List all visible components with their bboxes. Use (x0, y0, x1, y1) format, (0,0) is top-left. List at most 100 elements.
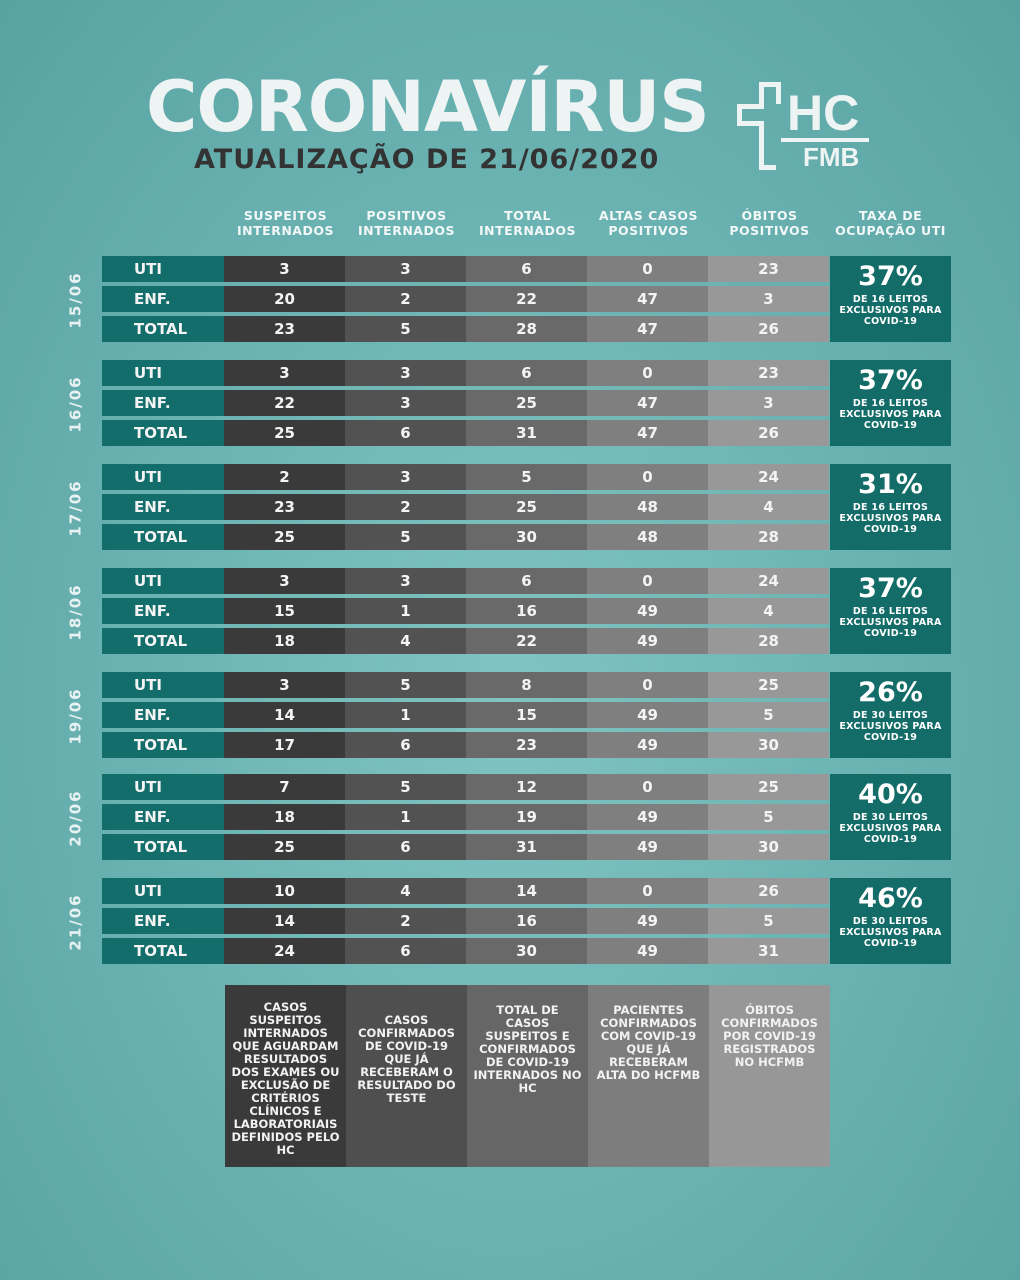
row-label: TOTAL (102, 732, 224, 758)
uti-occupancy: 37% DE 16 LEITOS EXCLUSIVOS PARA COVID-1… (830, 256, 951, 342)
row-label: TOTAL (102, 628, 224, 654)
table-cell: 19 (466, 804, 587, 830)
row-label: UTI (102, 568, 224, 594)
occupancy-note: DE 30 LEITOS EXCLUSIVOS PARA COVID-19 (839, 812, 942, 845)
table-cell: 2 (224, 464, 345, 490)
table-cell: 20 (224, 286, 345, 312)
table-cell: 6 (345, 834, 466, 860)
row-label: TOTAL (102, 524, 224, 550)
row-label: ENF. (102, 908, 224, 934)
table-cell: 3 (708, 390, 829, 416)
column-header: ÓBITOS POSITIVOS (729, 208, 810, 238)
row-label: TOTAL (102, 834, 224, 860)
row-label: ENF. (102, 804, 224, 830)
definition-positivos: CASOS CONFIRMADOS DE COVID-19 QUE JÁ REC… (346, 985, 467, 1167)
uti-occupancy: 40% DE 30 LEITOS EXCLUSIVOS PARA COVID-1… (830, 774, 951, 860)
table-cell: 26 (708, 878, 829, 904)
occupancy-note: DE 16 LEITOS EXCLUSIVOS PARA COVID-19 (839, 398, 942, 431)
table-cell: 0 (587, 878, 708, 904)
svg-text:HC: HC (787, 85, 859, 141)
day-block: 15/06 UTI 3 3 6 0 23 ENF. 20 2 22 47 3 TOTAL 23 5 28 4… (0, 256, 1020, 346)
table-cell: 49 (587, 804, 708, 830)
occupancy-percent: 37% (858, 261, 923, 292)
occupancy-note: DE 16 LEITOS EXCLUSIVOS PARA COVID-19 (839, 606, 942, 639)
occupancy-percent: 26% (858, 677, 923, 708)
table-cell: 18 (224, 628, 345, 654)
table-row: TOTAL 24 6 30 49 31 (102, 938, 829, 964)
column-header: TOTAL INTERNADOS (479, 208, 576, 238)
row-label: ENF. (102, 702, 224, 728)
table-row: UTI 7 5 12 0 25 (102, 774, 829, 800)
table-cell: 25 (466, 494, 587, 520)
table-cell: 6 (466, 568, 587, 594)
table-cell: 7 (224, 774, 345, 800)
table-cell: 6 (345, 420, 466, 446)
table-cell: 0 (587, 774, 708, 800)
table-row: ENF. 18 1 19 49 5 (102, 804, 829, 830)
table-cell: 4 (345, 628, 466, 654)
table-row: TOTAL 17 6 23 49 30 (102, 732, 829, 758)
date-label: 20/06 (67, 789, 86, 847)
svg-text:FMB: FMB (803, 142, 859, 170)
table-cell: 5 (345, 524, 466, 550)
row-label: UTI (102, 672, 224, 698)
occupancy-note: DE 16 LEITOS EXCLUSIVOS PARA COVID-19 (839, 294, 942, 327)
table-cell: 1 (345, 804, 466, 830)
table-cell: 3 (345, 390, 466, 416)
table-cell: 25 (224, 524, 345, 550)
table-cell: 26 (708, 420, 829, 446)
table-cell: 23 (224, 494, 345, 520)
table-cell: 14 (224, 702, 345, 728)
day-date: 16/06 (56, 360, 96, 448)
table-row: TOTAL 25 6 31 49 30 (102, 834, 829, 860)
occupancy-note: DE 30 LEITOS EXCLUSIVOS PARA COVID-19 (839, 710, 942, 743)
date-label: 19/06 (67, 687, 86, 745)
uti-occupancy: 31% DE 16 LEITOS EXCLUSIVOS PARA COVID-1… (830, 464, 951, 550)
page-title: CORONAVÍRUS (146, 66, 710, 148)
table-cell: 48 (587, 494, 708, 520)
table-cell: 0 (587, 256, 708, 282)
date-label: 17/06 (67, 479, 86, 537)
table-cell: 3 (345, 256, 466, 282)
row-label: ENF. (102, 390, 224, 416)
table-cell: 3 (224, 568, 345, 594)
table-row: TOTAL 25 6 31 47 26 (102, 420, 829, 446)
table-cell: 3 (224, 672, 345, 698)
table-cell: 3 (345, 464, 466, 490)
day-block: 19/06 UTI 3 5 8 0 25 ENF. 14 1 15 49 5 TOTAL 17 6 23 4… (0, 672, 1020, 762)
occupancy-percent: 37% (858, 573, 923, 604)
occupancy-percent: 31% (858, 469, 923, 500)
table-cell: 14 (466, 878, 587, 904)
occupancy-percent: 37% (858, 365, 923, 396)
definition-obitos: ÓBITOS CONFIRMADOS POR COVID-19 REGISTRA… (709, 985, 830, 1167)
table-cell: 22 (466, 628, 587, 654)
table-cell: 47 (587, 420, 708, 446)
definition-suspeitos: CASOS SUSPEITOS INTERNADOS QUE AGUARDAM … (225, 985, 346, 1167)
table-cell: 22 (466, 286, 587, 312)
day-date: 18/06 (56, 568, 96, 656)
table-cell: 23 (708, 256, 829, 282)
table-cell: 5 (466, 464, 587, 490)
row-label: UTI (102, 774, 224, 800)
table-row: ENF. 23 2 25 48 4 (102, 494, 829, 520)
table-cell: 3 (345, 360, 466, 386)
table-cell: 49 (587, 702, 708, 728)
uti-occupancy: 37% DE 16 LEITOS EXCLUSIVOS PARA COVID-1… (830, 360, 951, 446)
table-cell: 24 (708, 464, 829, 490)
table-row: UTI 3 3 6 0 23 (102, 256, 829, 282)
table-cell: 28 (708, 524, 829, 550)
table-cell: 31 (708, 938, 829, 964)
table-cell: 3 (708, 286, 829, 312)
table-cell: 47 (587, 286, 708, 312)
column-header: POSITIVOS INTERNADOS (358, 208, 455, 238)
table-cell: 4 (708, 494, 829, 520)
uti-occupancy: 37% DE 16 LEITOS EXCLUSIVOS PARA COVID-1… (830, 568, 951, 654)
table-cell: 30 (466, 524, 587, 550)
definition-total: TOTAL DE CASOS SUSPEITOS E CONFIRMADOS D… (467, 985, 588, 1167)
table-cell: 5 (345, 316, 466, 342)
table-cell: 22 (224, 390, 345, 416)
table-cell: 17 (224, 732, 345, 758)
table-cell: 25 (466, 390, 587, 416)
table-cell: 10 (224, 878, 345, 904)
row-label: ENF. (102, 286, 224, 312)
